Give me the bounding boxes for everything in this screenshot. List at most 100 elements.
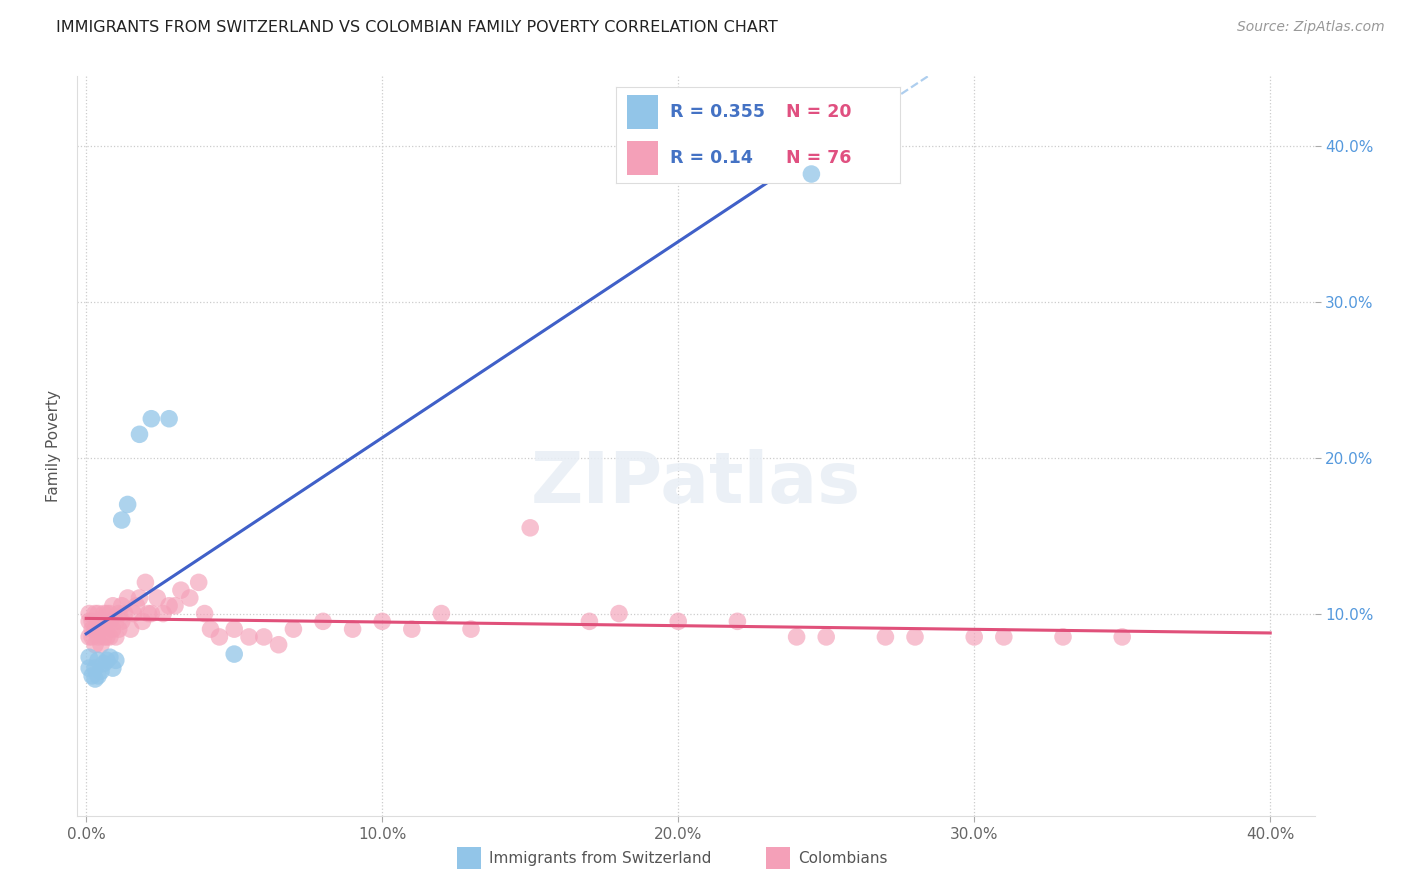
Point xyxy=(101,661,124,675)
Point xyxy=(283,622,305,636)
Text: Source: ZipAtlas.com: Source: ZipAtlas.com xyxy=(1237,20,1385,34)
Point xyxy=(104,653,127,667)
Point xyxy=(224,647,246,661)
Point xyxy=(371,615,394,629)
Point xyxy=(131,615,153,629)
Point xyxy=(401,622,423,636)
Point xyxy=(208,630,231,644)
Point xyxy=(77,650,100,665)
Point xyxy=(82,622,104,636)
Point xyxy=(96,607,118,621)
Point xyxy=(146,591,169,605)
Point xyxy=(82,669,104,683)
Point xyxy=(342,622,364,636)
Point xyxy=(238,630,260,644)
Point xyxy=(104,630,127,644)
Point xyxy=(128,591,150,605)
Point xyxy=(87,615,110,629)
Point xyxy=(519,521,541,535)
Point xyxy=(430,607,453,621)
Point xyxy=(141,411,163,425)
Point xyxy=(96,630,118,644)
Point xyxy=(993,630,1015,644)
Point xyxy=(87,669,110,683)
Point xyxy=(187,575,209,590)
Point xyxy=(96,615,118,629)
Point xyxy=(84,607,107,621)
Point xyxy=(77,615,100,629)
Text: IMMIGRANTS FROM SWITZERLAND VS COLOMBIAN FAMILY POVERTY CORRELATION CHART: IMMIGRANTS FROM SWITZERLAND VS COLOMBIAN… xyxy=(56,20,778,35)
Point xyxy=(134,575,156,590)
Y-axis label: Family Poverty: Family Poverty xyxy=(46,390,62,502)
Point xyxy=(90,615,112,629)
Point xyxy=(98,615,121,629)
Text: Colombians: Colombians xyxy=(799,851,889,865)
Point xyxy=(77,661,100,675)
Point xyxy=(125,599,148,613)
Point xyxy=(253,630,276,644)
Point xyxy=(152,607,174,621)
Point xyxy=(122,607,145,621)
Point xyxy=(1111,630,1133,644)
Point xyxy=(93,607,115,621)
Point xyxy=(93,615,115,629)
Point xyxy=(84,661,107,675)
Point xyxy=(200,622,222,636)
Point xyxy=(87,653,110,667)
Point xyxy=(460,622,482,636)
Point xyxy=(607,607,630,621)
Point xyxy=(90,664,112,678)
Point xyxy=(815,630,838,644)
Point xyxy=(96,653,118,667)
Point xyxy=(98,650,121,665)
Text: Immigrants from Switzerland: Immigrants from Switzerland xyxy=(489,851,711,865)
Point xyxy=(786,630,808,644)
Point xyxy=(82,630,104,644)
Point xyxy=(725,615,748,629)
Point xyxy=(84,622,107,636)
Point xyxy=(170,583,193,598)
Point xyxy=(578,615,600,629)
Point xyxy=(267,638,290,652)
Point xyxy=(77,630,100,644)
Point xyxy=(82,615,104,629)
Point xyxy=(98,630,121,644)
Point xyxy=(87,607,110,621)
Point xyxy=(111,599,134,613)
Point xyxy=(904,630,927,644)
Point xyxy=(90,638,112,652)
Point xyxy=(101,599,124,613)
Point xyxy=(107,607,129,621)
Point xyxy=(963,630,986,644)
Point xyxy=(104,615,127,629)
Point xyxy=(111,513,134,527)
Point xyxy=(117,591,139,605)
Point xyxy=(107,622,129,636)
Point xyxy=(93,657,115,671)
Point xyxy=(111,615,134,629)
Point xyxy=(77,607,100,621)
Point xyxy=(128,427,150,442)
Point xyxy=(93,630,115,644)
Point xyxy=(84,672,107,686)
Point xyxy=(800,167,823,181)
Point xyxy=(163,599,186,613)
Point xyxy=(224,622,246,636)
Point xyxy=(312,615,335,629)
Point xyxy=(138,607,160,621)
Point xyxy=(117,498,139,512)
Point xyxy=(120,622,142,636)
Point xyxy=(84,638,107,652)
Point xyxy=(1052,630,1074,644)
Point xyxy=(141,607,163,621)
Point xyxy=(157,599,180,613)
Point xyxy=(179,591,201,605)
Point xyxy=(875,630,897,644)
Point xyxy=(101,622,124,636)
Point xyxy=(90,622,112,636)
Point xyxy=(157,411,180,425)
Point xyxy=(98,607,121,621)
Text: ZIPatlas: ZIPatlas xyxy=(531,449,860,517)
Point xyxy=(194,607,217,621)
Point xyxy=(114,607,136,621)
